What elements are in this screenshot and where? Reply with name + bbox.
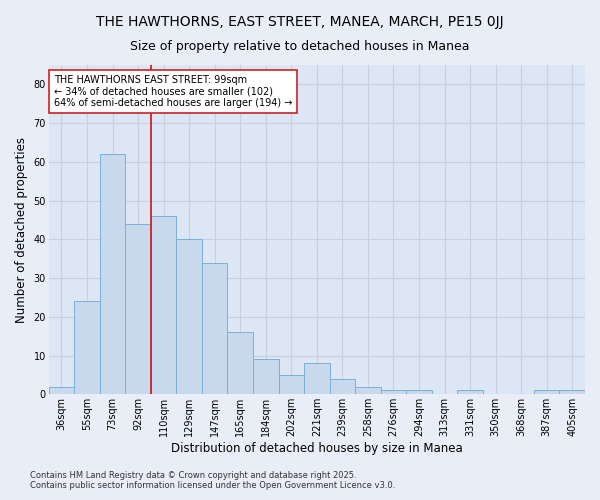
Bar	[278, 375, 304, 394]
Text: Contains HM Land Registry data © Crown copyright and database right 2025.
Contai: Contains HM Land Registry data © Crown c…	[30, 470, 395, 490]
Y-axis label: Number of detached properties: Number of detached properties	[15, 136, 28, 322]
Bar	[100, 154, 125, 394]
Bar	[406, 390, 432, 394]
Bar	[176, 240, 202, 394]
Bar	[329, 379, 355, 394]
Bar	[151, 216, 176, 394]
Bar	[202, 262, 227, 394]
Bar	[49, 386, 74, 394]
Bar	[253, 360, 278, 394]
Bar	[125, 224, 151, 394]
Bar	[304, 364, 329, 394]
Bar	[74, 302, 100, 394]
Bar	[559, 390, 585, 394]
X-axis label: Distribution of detached houses by size in Manea: Distribution of detached houses by size …	[171, 442, 463, 455]
Text: THE HAWTHORNS, EAST STREET, MANEA, MARCH, PE15 0JJ: THE HAWTHORNS, EAST STREET, MANEA, MARCH…	[96, 15, 504, 29]
Bar	[355, 386, 380, 394]
Bar	[534, 390, 559, 394]
Bar	[380, 390, 406, 394]
Bar	[227, 332, 253, 394]
Text: THE HAWTHORNS EAST STREET: 99sqm
← 34% of detached houses are smaller (102)
64% : THE HAWTHORNS EAST STREET: 99sqm ← 34% o…	[54, 75, 292, 108]
Bar	[457, 390, 483, 394]
Text: Size of property relative to detached houses in Manea: Size of property relative to detached ho…	[130, 40, 470, 53]
